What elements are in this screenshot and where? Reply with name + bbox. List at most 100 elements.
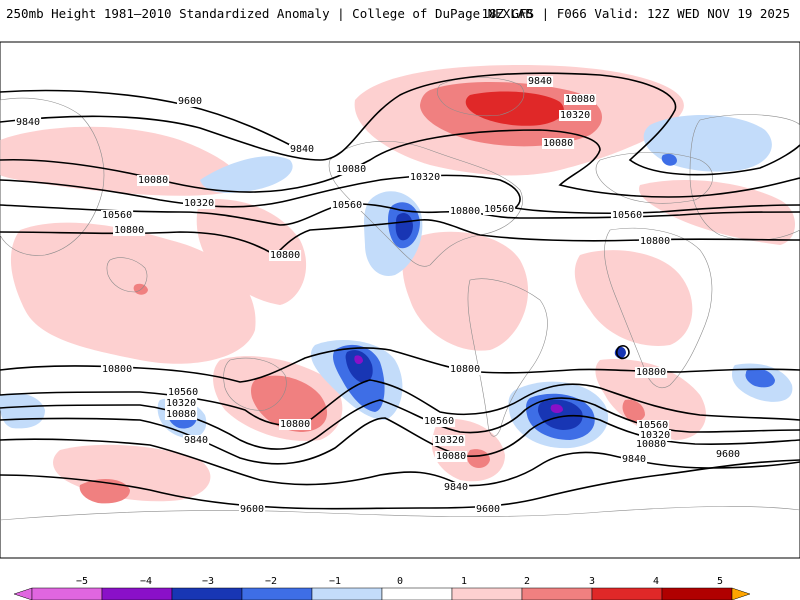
contour-label-background xyxy=(564,94,597,105)
contour-label: 10560 xyxy=(638,420,668,431)
anomaly-pos2-sam xyxy=(467,449,490,468)
contour-label: 9840 xyxy=(290,144,314,155)
contour-label-background xyxy=(335,164,368,175)
contour-label: 10560 xyxy=(168,387,198,398)
colorbar-segment xyxy=(101,587,173,600)
contour-label-background xyxy=(101,364,134,375)
anomaly-neg3-wus xyxy=(395,213,413,241)
south-america-outline xyxy=(467,278,548,437)
anomaly-pos2-spacific xyxy=(251,375,328,432)
contour-label: 10080 xyxy=(565,94,595,105)
contour-label: 10320 xyxy=(166,398,196,409)
contour-label: 9840 xyxy=(444,482,468,493)
contour-sh-9600 xyxy=(0,459,800,510)
contour-nh-10080 xyxy=(0,129,800,198)
contour-label: 10080 xyxy=(636,439,666,450)
contour-label: 10560 xyxy=(332,200,362,211)
contour-label-background xyxy=(611,210,644,221)
contour-label-background xyxy=(183,198,216,209)
contour-label: 10560 xyxy=(102,210,132,221)
contour-label-background xyxy=(635,367,668,378)
colorbar-segment xyxy=(521,587,593,600)
contour-label: 10080 xyxy=(436,451,466,462)
contour-nh-9840 xyxy=(0,72,800,176)
contour-label-background xyxy=(269,250,302,261)
contour-label-background xyxy=(423,416,456,427)
contour-label: 10560 xyxy=(484,204,514,215)
colorbar-tick: 2 xyxy=(524,576,530,587)
contour-label-background xyxy=(527,76,554,87)
contour-label: 10800 xyxy=(102,364,132,375)
contour-label-background xyxy=(449,206,482,217)
maritime-asia-outline xyxy=(106,257,148,293)
anomaly-neg3-spacific xyxy=(345,350,373,383)
anomaly-pos2-sindian xyxy=(622,399,645,422)
contour-label: 9840 xyxy=(528,76,552,87)
contour-label-background xyxy=(483,204,516,215)
contour-label: 10080 xyxy=(336,164,366,175)
colorbar-segment xyxy=(661,587,733,600)
contour-label: 10320 xyxy=(434,435,464,446)
contour-label-background xyxy=(637,420,670,431)
colorbar-max-triangle xyxy=(731,587,751,600)
colorbar-tick: 4 xyxy=(653,576,659,587)
colorbar-tick: 1 xyxy=(461,576,467,587)
contour-label: 9600 xyxy=(716,449,740,460)
contour-label-background xyxy=(639,236,672,247)
contour-label: 10080 xyxy=(166,409,196,420)
contour-label-background xyxy=(433,435,466,446)
contour-nh-10560 xyxy=(0,203,800,226)
contour-label-background xyxy=(239,504,266,515)
model-run-info: 18Z GFS | F066 Valid: 12Z WED NOV 19 202… xyxy=(481,6,790,21)
colorbar-tick: −2 xyxy=(265,576,277,587)
contour-label-background xyxy=(409,172,442,183)
contour-label-background xyxy=(559,110,592,121)
contour-label-background xyxy=(177,96,204,107)
contour-label: 10320 xyxy=(184,198,214,209)
colorbar-min-triangle xyxy=(13,587,33,600)
asia-west-outline xyxy=(0,97,105,256)
anomaly-pos1-sam xyxy=(431,419,505,482)
colorbar-tick: 5 xyxy=(717,576,723,587)
contour-label-background xyxy=(435,451,468,462)
contour-label: 9600 xyxy=(240,504,264,515)
contour-label: 10560 xyxy=(424,416,454,427)
contour-label-background xyxy=(101,210,134,221)
contour-label-background xyxy=(137,175,170,186)
contour-label: 9840 xyxy=(622,454,646,465)
contour-label: 10800 xyxy=(114,225,144,236)
anomaly-neg3-satl xyxy=(538,399,583,430)
contour-label-background xyxy=(15,117,42,128)
contour-label-background xyxy=(165,409,198,420)
anomaly-neg2-indian xyxy=(745,368,775,388)
contour-sh-9840 xyxy=(0,438,800,487)
contour-label: 9840 xyxy=(16,117,40,128)
contour-label-background xyxy=(183,435,210,446)
colorbar-tick: 0 xyxy=(397,576,403,587)
contour-label-background xyxy=(621,454,648,465)
contour-label: 10320 xyxy=(640,430,670,441)
contour-label: 9600 xyxy=(476,504,500,515)
map-title: 250mb Height 1981–2010 Standardized Anom… xyxy=(6,6,533,21)
contour-label-background xyxy=(715,449,742,460)
contour-label: 10320 xyxy=(410,172,440,183)
contour-label: 10080 xyxy=(543,138,573,149)
contour-label: 10560 xyxy=(612,210,642,221)
colorbar-tick: −5 xyxy=(76,576,88,587)
anomaly-neg1-npac xyxy=(200,156,293,193)
contour-label: 10800 xyxy=(280,419,310,430)
anomaly-pos1-atlantic xyxy=(402,231,529,351)
africa-outline xyxy=(604,227,713,389)
anomaly-pos1-sindian xyxy=(595,359,706,440)
contour-label: 9840 xyxy=(184,435,208,446)
colorbar-segment xyxy=(241,587,313,600)
colorbar-segment xyxy=(311,587,383,600)
contour-labels: 9840 9600 9840 10080 10320 10560 10800 1… xyxy=(15,76,742,515)
anomaly-neg4-spacific xyxy=(354,355,363,365)
anomaly-pos1-africa xyxy=(574,250,693,346)
asia-outline xyxy=(689,114,800,241)
contour-label: 10320 xyxy=(560,110,590,121)
contour-label-background xyxy=(475,504,502,515)
colorbar-tick: −1 xyxy=(329,576,341,587)
